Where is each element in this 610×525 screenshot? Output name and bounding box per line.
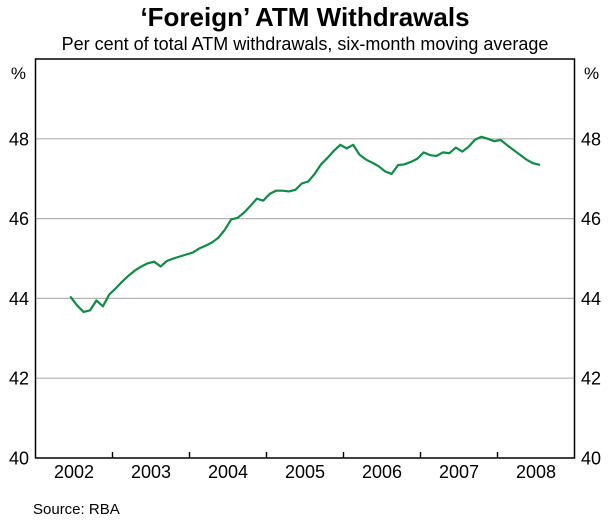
source-note: Source: RBA (33, 501, 120, 518)
x-year-label: 2003 (131, 462, 171, 482)
x-year-label: 2006 (362, 462, 402, 482)
y-tick-label-left: 40 (9, 449, 29, 469)
x-year-label: 2004 (208, 462, 248, 482)
y-tick-label-right: 40 (581, 449, 601, 469)
y-tick-label-left: 46 (9, 209, 29, 229)
x-year-label: 2008 (516, 462, 556, 482)
unit-label-right: % (584, 64, 599, 83)
plot-border (34, 58, 576, 459)
y-tick-label-right: 46 (581, 209, 601, 229)
chart-title: ‘Foreign’ ATM Withdrawals (140, 2, 470, 32)
y-tick-label-left: 42 (9, 369, 29, 389)
x-year-label: 2002 (54, 462, 94, 482)
data-line (69, 135, 541, 314)
y-tick-label-right: 42 (581, 369, 601, 389)
y-tick-label-left: 44 (9, 289, 29, 309)
x-year-label: 2007 (439, 462, 479, 482)
y-tick-label-right: 48 (581, 129, 601, 149)
y-tick-label-left: 48 (9, 129, 29, 149)
x-year-label: 2005 (285, 462, 325, 482)
chart-subtitle: Per cent of total ATM withdrawals, six-m… (61, 34, 549, 54)
y-tick-label-right: 44 (581, 289, 601, 309)
unit-label-left: % (11, 64, 26, 83)
